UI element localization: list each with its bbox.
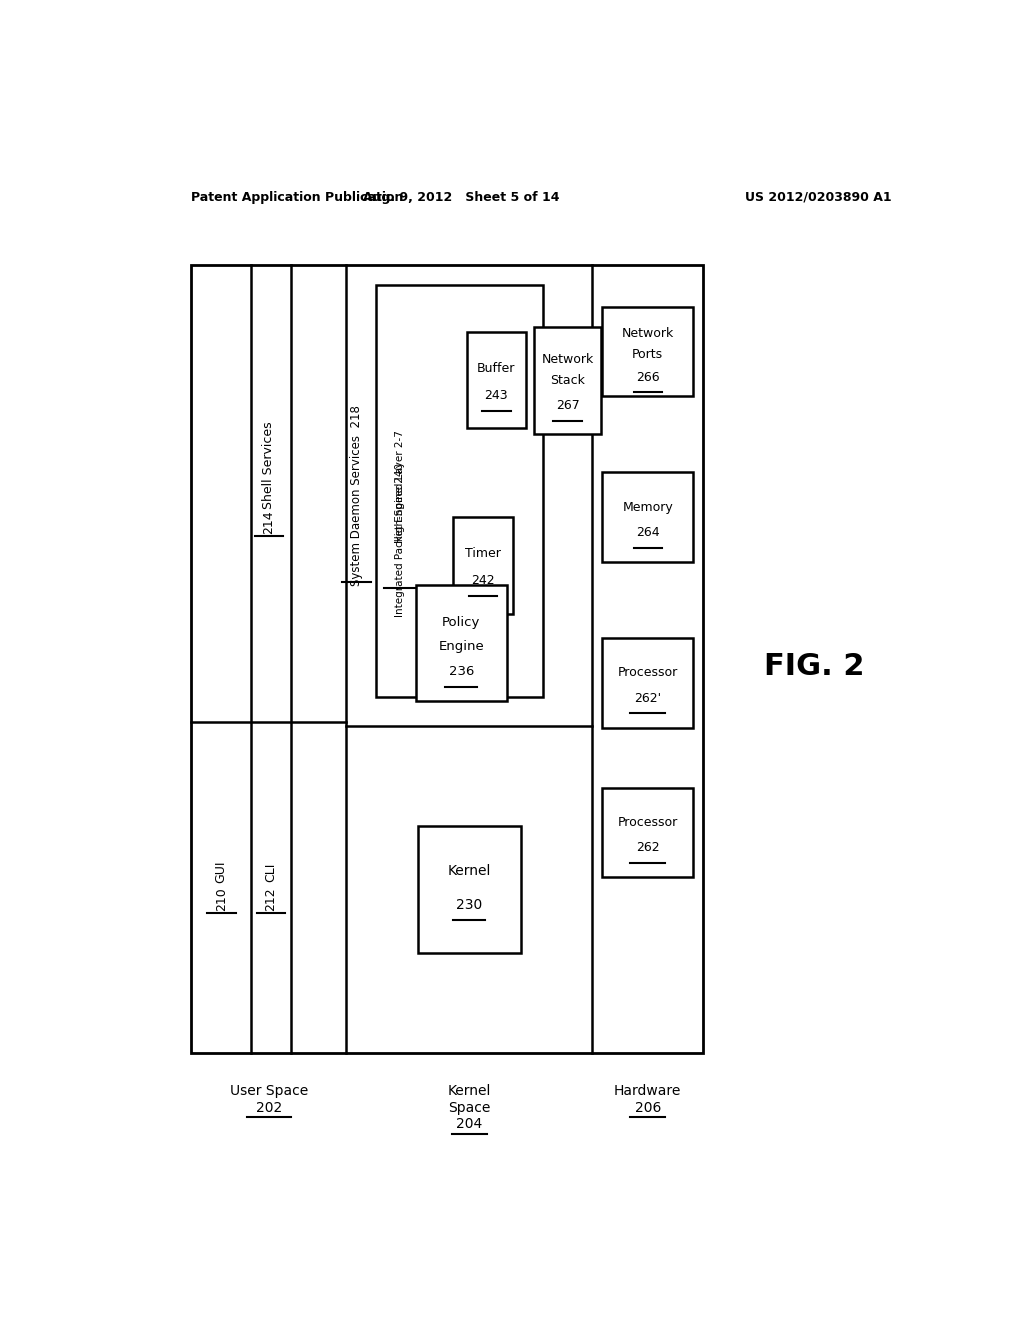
Text: System Daemon Services  218: System Daemon Services 218: [350, 405, 364, 586]
Text: 243: 243: [484, 389, 508, 403]
Text: Kernel: Kernel: [447, 1085, 490, 1098]
Text: 204: 204: [456, 1117, 482, 1131]
Bar: [416, 585, 507, 701]
Bar: [602, 306, 693, 396]
Text: 206: 206: [635, 1101, 662, 1114]
Text: 242: 242: [471, 574, 495, 587]
Bar: [377, 285, 543, 697]
Text: US 2012/0203890 A1: US 2012/0203890 A1: [745, 190, 892, 203]
Text: 266: 266: [636, 371, 659, 384]
Text: GUI: GUI: [215, 861, 227, 883]
Text: Processor: Processor: [617, 816, 678, 829]
Bar: [191, 265, 703, 1053]
Text: Space: Space: [449, 1101, 490, 1114]
Text: 212: 212: [264, 888, 278, 911]
Bar: [602, 788, 693, 878]
Text: High-Speed Layer 2-7: High-Speed Layer 2-7: [395, 430, 406, 543]
Text: Aug. 9, 2012   Sheet 5 of 14: Aug. 9, 2012 Sheet 5 of 14: [364, 190, 559, 203]
Bar: [534, 327, 601, 433]
Text: 262': 262': [634, 692, 662, 705]
Bar: [418, 826, 521, 953]
Bar: [467, 331, 526, 429]
Bar: [602, 638, 693, 727]
Text: Shell Services: Shell Services: [262, 421, 275, 510]
Text: Buffer: Buffer: [477, 362, 515, 375]
Text: FIG. 2: FIG. 2: [764, 652, 864, 681]
Text: Kernel: Kernel: [447, 865, 490, 878]
Text: Patent Application Publication: Patent Application Publication: [191, 190, 403, 203]
Text: Ports: Ports: [632, 348, 664, 362]
Text: 210: 210: [215, 888, 227, 912]
Text: 230: 230: [456, 898, 482, 912]
Text: 214: 214: [262, 511, 275, 533]
Bar: [602, 473, 693, 562]
Text: Network: Network: [542, 354, 594, 367]
Text: Integrated Packet Engine 240: Integrated Packet Engine 240: [395, 463, 406, 618]
Text: CLI: CLI: [264, 862, 278, 882]
Text: Network: Network: [622, 327, 674, 339]
Text: Engine: Engine: [438, 639, 484, 652]
Text: Timer: Timer: [465, 546, 501, 560]
Text: 267: 267: [556, 399, 580, 412]
Text: Memory: Memory: [623, 500, 673, 513]
Text: 236: 236: [449, 665, 474, 678]
Text: 202: 202: [256, 1101, 282, 1114]
Text: Hardware: Hardware: [614, 1085, 682, 1098]
Text: User Space: User Space: [229, 1085, 308, 1098]
Text: Processor: Processor: [617, 667, 678, 680]
Bar: [454, 517, 513, 614]
Text: 262: 262: [636, 841, 659, 854]
Text: Stack: Stack: [550, 374, 585, 387]
Text: Policy: Policy: [442, 616, 480, 630]
Text: 264: 264: [636, 525, 659, 539]
